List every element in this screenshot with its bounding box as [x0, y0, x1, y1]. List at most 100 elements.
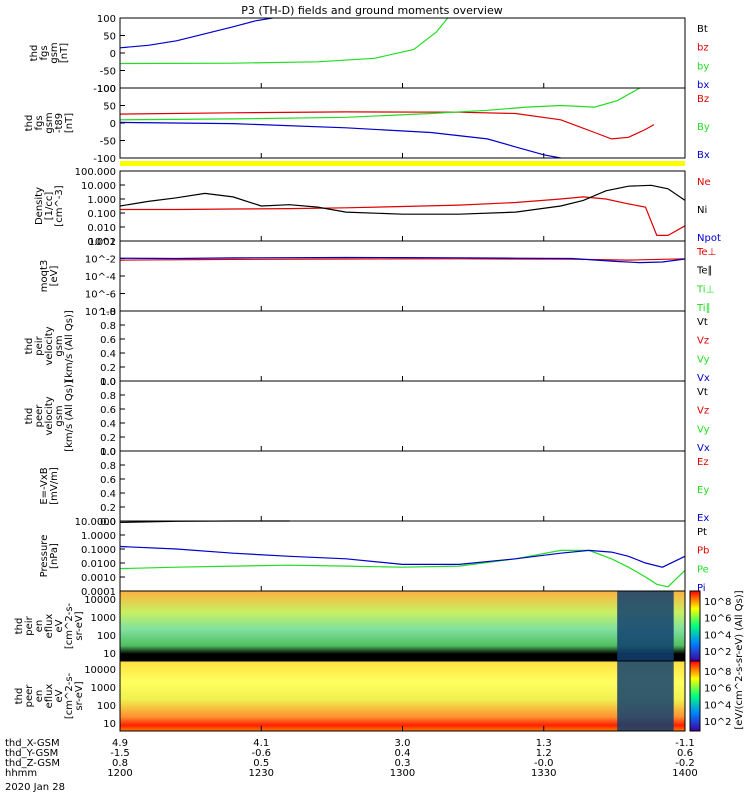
x-row-label: thd_X-GSM	[5, 738, 60, 749]
y-tick-label: 0.0010	[81, 573, 116, 584]
y-axis-label: eflux	[44, 614, 55, 639]
x-row-value: 1300	[390, 768, 415, 779]
y-tick-label: 10^-6	[85, 290, 116, 301]
panel-density: 100.000 10.000 1.000 0.100 0.010 0.001 Density…	[34, 167, 721, 248]
y-tick-label: 1000	[91, 683, 116, 694]
y-tick-label: 0.6	[100, 335, 116, 346]
y-axis-label: [eV]	[49, 266, 60, 287]
y-axis-label: [mV/m]	[49, 467, 60, 505]
x-row-value: 4.9	[112, 738, 128, 749]
y-tick-label: 0	[110, 49, 116, 60]
x-row-label: hhmm	[5, 768, 37, 779]
colorbar-label: [eV/(cm^2-s-sr-eV) (All Qs)]	[734, 590, 745, 729]
y-tick-label: 0.4	[100, 419, 116, 430]
panel-pressure: 10.0000 1.0000 0.1000 0.0100 0.0010 0.0001 Pre…	[39, 517, 709, 598]
y-axis-label: [nT]	[64, 113, 75, 133]
y-axis-label: eflux	[44, 684, 55, 709]
legend-entry: Ne	[697, 177, 711, 188]
y-axis-label: [km/s (All Qs)]	[64, 380, 75, 452]
legend-entry: Te∥	[696, 266, 713, 277]
y-tick-label: 1000	[91, 613, 116, 624]
legend-entry: Ez	[697, 457, 709, 468]
legend-entry: By	[697, 122, 710, 133]
spectrogram-gap	[617, 661, 674, 731]
y-axis-label: gsm	[49, 42, 60, 63]
y-axis-label: moqt3	[39, 260, 50, 293]
legend-entry: Vz	[697, 336, 709, 347]
series-line-Ne	[120, 196, 686, 236]
x-row-value: 1200	[107, 768, 132, 779]
y-tick-label: 10	[103, 649, 116, 660]
legend-entry: Ni	[697, 205, 707, 216]
legend-entry: Pe	[697, 564, 709, 575]
legend-entry: bz	[697, 43, 709, 54]
panel-frame	[119, 310, 686, 382]
x-row-value: 1230	[249, 768, 274, 779]
colorbar-tick-label: 10^8	[704, 597, 731, 608]
y-tick-label: 1.0000	[81, 531, 116, 542]
series-line-Ti	[119, 256, 686, 264]
y-axis-label: sr-eV]	[74, 611, 85, 640]
y-axis-label: en	[34, 620, 45, 633]
x-row-value: 0.5	[253, 758, 269, 769]
y-tick-label: 100	[97, 14, 116, 25]
y-tick-label: 0.4	[100, 489, 116, 500]
y-axis-label: [nT]	[59, 43, 70, 63]
x-row-label: thd_Y-GSM	[5, 748, 58, 759]
x-row-label: thd_Z-GSM	[5, 758, 60, 769]
panel-frame	[119, 17, 686, 89]
y-axis-label: thd	[24, 115, 35, 132]
y-tick-label: 100	[97, 631, 116, 642]
colorbar	[689, 660, 701, 732]
panel-fgs_bt: 100 50 0 -50 -100 thd fgs gsm [nT] Bt bz by bx	[29, 14, 709, 95]
y-axis-label: thd	[29, 45, 40, 62]
legend-entry: Vz	[697, 406, 709, 417]
series-line-by	[119, 17, 449, 65]
legend-entry: Bz	[697, 94, 709, 105]
y-tick-label: 0.0	[100, 377, 116, 388]
legend-entry: Pb	[697, 546, 709, 557]
y-tick-label: 0.8	[100, 391, 116, 402]
colorbar-tick-label: 10^8	[704, 667, 731, 678]
y-axis-label: fgs	[39, 45, 50, 60]
y-tick-label: 10^2	[89, 237, 116, 248]
legend-entry: Pi	[697, 583, 706, 594]
y-tick-label: 0.0001	[81, 587, 116, 598]
y-axis-label: velocity	[44, 326, 55, 365]
series-line-Bx	[119, 121, 561, 159]
x-row-value: -1.5	[110, 748, 130, 759]
legend-entry: Ti∥	[696, 303, 711, 314]
y-tick-label: 0.001	[87, 237, 116, 248]
y-tick-label: -100	[93, 84, 116, 95]
x-row-value: -0.0	[534, 758, 554, 769]
series-line-Pi	[119, 545, 686, 568]
y-tick-label: 100	[97, 701, 116, 712]
series-line-Te⊥	[119, 258, 686, 261]
panel-peer_spectrogram: 10000 1000 100 10 thd peer en eflux eV [cm^2-s-sr…	[14, 660, 731, 732]
legend-entry: Vx	[697, 373, 710, 384]
y-tick-label: 0.8	[100, 461, 116, 472]
panel-fgs_bz: 100 50 0 -50 -100 thd fgs gsm -t89 [nT] Bz By Bx	[24, 84, 710, 165]
y-axis-label: peer	[24, 684, 35, 708]
y-axis-label: sr-eV]	[74, 681, 85, 710]
y-tick-label: 10.000	[81, 181, 116, 192]
y-axis-label: gsm	[44, 112, 55, 133]
y-axis-label: E=-VxB	[39, 467, 50, 504]
panel-efield: 1.0 0.8 0.6 0.4 0.2 0.0 E=-VxB [mV/m] Ez Ey Ex	[39, 447, 709, 528]
y-tick-label: 10	[103, 719, 116, 730]
legend-entry: Ti⊥	[696, 284, 714, 295]
x-row-value: 4.1	[253, 738, 269, 749]
colorbar-tick-label: 10^2	[704, 647, 731, 658]
y-axis-label: gsm	[54, 405, 65, 426]
legend-entry: Vy	[697, 424, 710, 435]
y-axis-label: Density	[34, 187, 45, 225]
x-row-value: 1330	[531, 768, 556, 779]
chart-title: P3 (TH-D) fields and ground moments over…	[241, 4, 503, 17]
y-tick-label: 0.1000	[81, 545, 116, 556]
x-row-value: 1.3	[536, 738, 552, 749]
y-tick-label: -100	[93, 154, 116, 165]
y-axis-label: [cm^2-s-	[64, 672, 75, 719]
y-tick-label: 0.2	[100, 363, 116, 374]
panel-frame	[119, 520, 686, 592]
